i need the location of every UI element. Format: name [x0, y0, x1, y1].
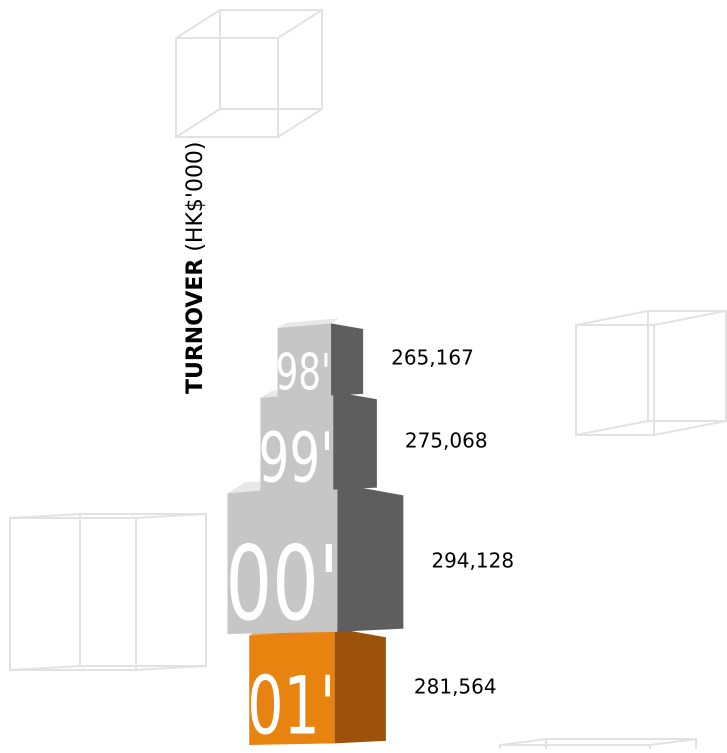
wire-cube-edge-0-0: [175, 9, 221, 39]
wire-cube-edge-1-3: [653, 420, 727, 436]
wire-cube-2: [9, 517, 137, 671]
year-label-3: 01': [247, 660, 335, 749]
y-axis-title: TURNOVER (HK$'000): [176, 141, 216, 394]
wire-cube-edge-0-3: [277, 108, 323, 138]
wire-cube-edge-3-1: [649, 738, 697, 746]
y-axis-title-unit: (HK$'000): [183, 141, 208, 252]
cube-top-0: [277, 318, 340, 329]
wire-cube-edge-2-2: [9, 665, 81, 671]
wire-cube-back-1: [647, 310, 727, 422]
wire-cube-edge-1-1: [653, 310, 727, 326]
wire-cube-edge-3-0: [499, 738, 547, 746]
value-label-3: 281,564: [414, 675, 497, 699]
wire-cube-1: [575, 324, 655, 436]
cube-side-3: [334, 628, 386, 744]
cube-front-0: [277, 323, 332, 397]
cube-side-0: [331, 323, 364, 396]
cube-side-1: [333, 391, 377, 490]
wire-cube-edge-0-2: [175, 108, 221, 138]
cube-front-2: [227, 483, 338, 634]
wire-cube-edge-1-0: [575, 310, 649, 326]
cube-front-3: [249, 628, 335, 745]
year-label-0: 98': [276, 342, 331, 401]
wire-cube-edge-2-1: [135, 513, 207, 519]
value-label-0: 265,167: [391, 345, 474, 369]
year-label-1: 99': [258, 419, 333, 498]
value-label-2: 294,128: [431, 549, 514, 573]
wire-cube-back-3: [545, 738, 697, 753]
wire-cube-0: [175, 37, 279, 138]
value-label-1: 275,068: [405, 428, 488, 452]
wire-cube-back-0: [219, 9, 323, 110]
y-axis-title-bold: TURNOVER: [183, 258, 208, 394]
wire-cube-edge-2-3: [135, 665, 207, 671]
wire-cube-back-2: [79, 513, 207, 667]
cube-side-2: [337, 483, 404, 632]
wire-cube-edge-2-0: [9, 513, 81, 519]
wire-cube-edge-0-1: [277, 9, 323, 39]
wire-cube-3: [499, 744, 651, 753]
year-label-2: 00': [226, 524, 339, 644]
cube-front-1: [260, 391, 334, 492]
wire-cube-edge-1-2: [575, 420, 649, 436]
decorative-cubes: [9, 9, 727, 753]
turnover-cube-stack: 01' 281,564 00' 294,128 99' 275,068 98' 265,167: [226, 318, 514, 753]
